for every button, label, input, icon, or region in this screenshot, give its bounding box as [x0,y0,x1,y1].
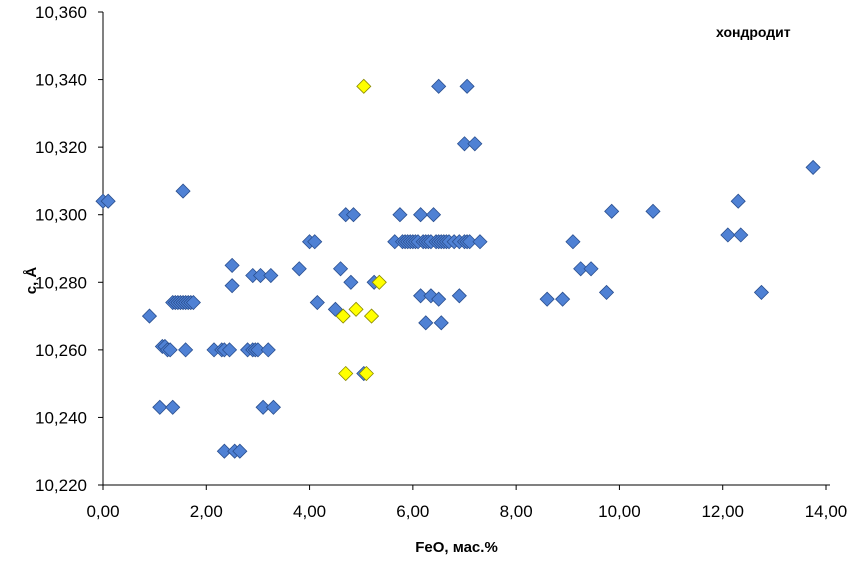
y-tick-label: 10,320 [35,138,87,157]
y-tick-label: 10,340 [35,71,87,90]
data-point-blue [232,443,248,459]
data-point-blue [100,193,116,209]
x-tick-label: 8,00 [500,502,533,521]
data-point-blue [265,399,281,415]
data-point-blue [418,315,434,331]
x-axis-title: FeO, мас.% [415,539,498,556]
x-tick-label: 6,00 [396,502,429,521]
data-point-blue [152,399,168,415]
y-tick-label: 10,360 [35,3,87,22]
data-point-blue [573,261,589,277]
data-point-blue [413,207,429,223]
data-point-yellow [358,365,374,382]
data-point-blue [141,308,158,324]
data-point-blue [753,284,770,300]
data-point-blue [555,291,571,307]
data-point-blue [178,342,194,358]
data-point-blue [224,257,240,273]
y-axis-title: c, Å [23,267,40,295]
x-tick-label: 2,00 [190,502,223,521]
data-point-blue [467,136,483,152]
data-point-blue [392,207,408,223]
data-point-blue [805,159,821,175]
x-tick-label: 4,00 [293,502,326,521]
x-tick-label: 12,00 [701,502,744,521]
x-tick-label: 10,00 [598,502,641,521]
data-point-blue [413,288,429,304]
data-point-blue [730,193,746,209]
y-tick-label: 10,280 [35,273,87,292]
data-point-blue [343,274,359,290]
x-axis-ticks: 0,00 2,00 4,00 6,00 8,00 10,00 12,00 14,00 [86,485,847,521]
data-point-blue [425,207,442,223]
data-point-blue [472,234,488,250]
data-point-blue [291,261,307,277]
data-point-blue [459,78,475,94]
x-tick-label: 14,00 [805,502,848,521]
data-point-blue [221,342,238,358]
data-point-blue [451,288,467,304]
data-point-blue [583,261,599,277]
data-point-blue [539,291,555,307]
data-point-blue [224,278,240,294]
x-tick-label: 0,00 [86,502,119,521]
y-tick-label: 10,240 [35,408,87,427]
data-point-blue [185,294,201,311]
data-point-yellow [338,365,354,382]
data-point-blue [260,342,276,358]
data-point-blue [216,443,232,459]
data-point-blue [307,234,323,250]
data-point-blue [598,284,615,300]
y-tick-label: 10,300 [35,206,87,225]
data-point-blue [565,234,581,250]
y-axis-ticks: 10,220 10,240 10,260 10,280 10,300 10,320 10,3… [35,3,103,495]
data-point-blue [604,203,620,219]
data-point-blue [456,136,473,152]
data-point-yellow [363,308,380,324]
data-point-blue [345,207,362,223]
y-tick-label: 10,260 [35,341,87,360]
data-point-yellow [356,78,372,94]
data-point-blue [309,294,325,311]
y-tick-label: 10,220 [35,476,87,495]
data-point-blue [733,227,749,243]
data-point-yellow [371,274,387,290]
data-points [95,78,821,459]
data-point-blue [645,203,661,219]
data-point-blue [250,342,266,358]
data-point-blue [165,399,181,415]
data-point-blue [431,291,447,307]
data-point-blue [252,267,269,284]
data-point-blue [255,399,271,415]
data-point-blue [431,78,447,94]
data-point-yellow [335,308,351,324]
data-point-blue [462,234,478,250]
data-point-blue [720,227,736,243]
data-point-blue [175,183,191,199]
data-point-blue [433,315,449,331]
data-point-blue [332,261,349,277]
data-point-blue [162,342,178,358]
data-point-yellow [348,301,364,317]
data-point-blue [263,267,279,284]
chart-annotation: хондродит [716,24,791,40]
